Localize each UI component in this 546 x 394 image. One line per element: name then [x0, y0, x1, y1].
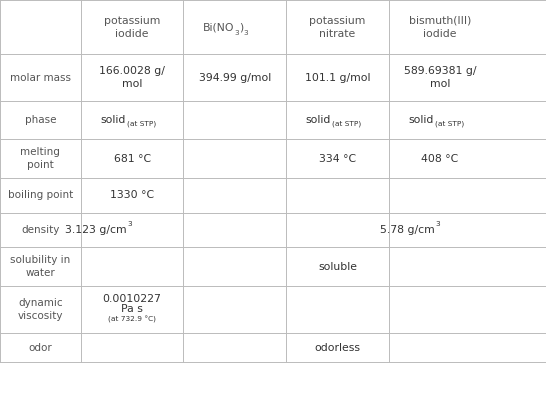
Text: 408 °C: 408 °C	[422, 154, 459, 164]
Text: 589.69381 g/
mol: 589.69381 g/ mol	[404, 66, 476, 89]
Text: dynamic
viscosity: dynamic viscosity	[17, 298, 63, 321]
Text: 3: 3	[244, 30, 248, 36]
Text: odor: odor	[28, 342, 52, 353]
Text: Pa s: Pa s	[121, 304, 143, 314]
Text: 166.0028 g/
mol: 166.0028 g/ mol	[99, 66, 165, 89]
Text: solubility in
water: solubility in water	[10, 255, 70, 278]
Text: ): )	[239, 22, 244, 32]
Text: 1330 °C: 1330 °C	[110, 190, 154, 201]
Text: potassium
iodide: potassium iodide	[104, 16, 161, 39]
Text: odorless: odorless	[314, 342, 360, 353]
Text: potassium
nitrate: potassium nitrate	[309, 16, 366, 39]
Text: 5.78 g/cm: 5.78 g/cm	[380, 225, 435, 235]
Text: 681 °C: 681 °C	[114, 154, 151, 164]
Text: 334 °C: 334 °C	[319, 154, 356, 164]
Text: boiling point: boiling point	[8, 190, 73, 201]
Text: solid: solid	[100, 115, 126, 125]
Text: 0.0010227: 0.0010227	[103, 294, 162, 304]
Text: 3: 3	[235, 30, 239, 36]
Text: solid: solid	[306, 115, 331, 125]
Text: soluble: soluble	[318, 262, 357, 272]
Text: (at STP): (at STP)	[435, 120, 464, 126]
Text: molar mass: molar mass	[10, 72, 71, 83]
Text: Bi(NO: Bi(NO	[203, 22, 235, 32]
Text: 3: 3	[436, 221, 440, 227]
Text: (at STP): (at STP)	[332, 120, 361, 126]
Text: melting
point: melting point	[20, 147, 61, 170]
Text: 101.1 g/mol: 101.1 g/mol	[305, 72, 370, 83]
Text: solid: solid	[408, 115, 434, 125]
Text: 394.99 g/mol: 394.99 g/mol	[199, 72, 271, 83]
Text: bismuth(III)
iodide: bismuth(III) iodide	[409, 16, 471, 39]
Text: density: density	[21, 225, 60, 235]
Text: phase: phase	[25, 115, 56, 125]
Text: 3.123 g/cm: 3.123 g/cm	[65, 225, 127, 235]
Text: (at STP): (at STP)	[127, 120, 156, 126]
Text: 3: 3	[128, 221, 132, 227]
Text: (at 732.9 °C): (at 732.9 °C)	[108, 316, 156, 323]
